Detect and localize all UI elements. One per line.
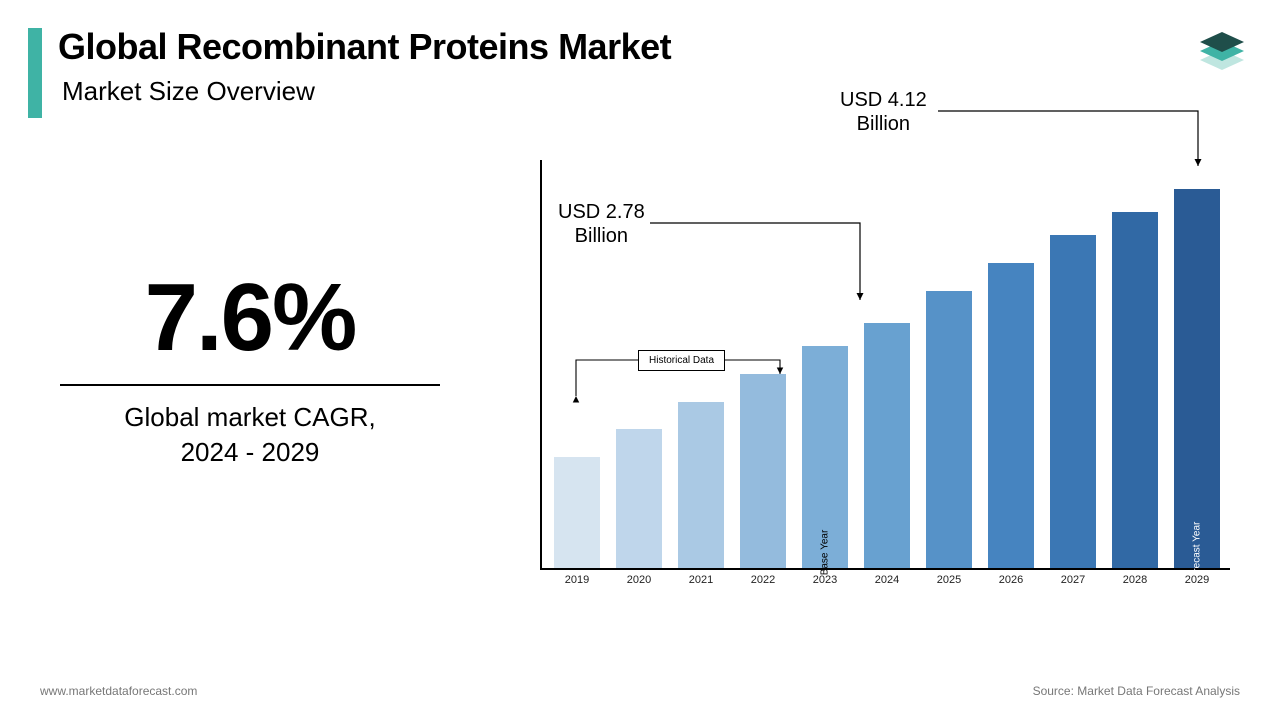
callout-end-line2: Billion [857,113,910,135]
x-tick-label: 2025 [926,574,972,586]
page-subtitle: Market Size Overview [62,76,315,107]
footer-url: www.marketdataforecast.com [40,684,197,698]
x-tick-label: 2028 [1112,574,1158,586]
divider [60,384,440,386]
bar-chart: Historical Data Base YearForecast Year 2… [540,160,1240,590]
cagr-label-line1: Global market CAGR, [40,400,460,435]
bar [678,402,724,568]
bar-rect [1174,189,1220,568]
bar-rect [926,291,972,568]
brand-logo-icon [1194,22,1250,78]
bar: Forecast Year [1174,189,1220,568]
x-labels: 2019 2020 2021 2022 2023 2024 2025 2026 2027 2028… [540,574,1230,594]
bar-rect [988,263,1034,568]
x-tick-label: 2021 [678,574,724,586]
x-tick-label: 2019 [554,574,600,586]
x-axis [540,568,1230,570]
bar [926,291,972,568]
bar [1112,212,1158,568]
bar: Base Year [802,346,848,568]
x-tick-label: 2026 [988,574,1034,586]
bars-container: Base Year Forecast Year [540,160,1230,568]
bar-rect [554,457,600,568]
bar [554,457,600,568]
bar [616,429,662,568]
cagr-value: 7.6% [40,270,460,366]
bar-rect [678,402,724,568]
cagr-block: 7.6% Global market CAGR, 2024 - 2029 [40,270,460,470]
bar-inline-label: Base Year [820,530,831,576]
bar [864,323,910,568]
callout-end-line1: USD 4.12 [840,89,927,111]
x-tick-label: 2027 [1050,574,1096,586]
bar [740,374,786,568]
bar-rect [616,429,662,568]
page-title: Global Recombinant Proteins Market [58,26,671,68]
bar-rect [740,374,786,568]
accent-bar [28,28,42,118]
x-tick-label: 2023 [802,574,848,586]
bar-rect [1050,235,1096,568]
bar [988,263,1034,568]
bar-rect [1112,212,1158,568]
x-tick-label: 2020 [616,574,662,586]
bar [1050,235,1096,568]
callout-end: USD 4.12 Billion [840,88,927,136]
cagr-label-line2: 2024 - 2029 [40,435,460,470]
bar-rect [864,323,910,568]
x-tick-label: 2024 [864,574,910,586]
x-tick-label: 2029 [1174,574,1220,586]
page: Global Recombinant Proteins Market Marke… [0,0,1280,720]
footer-source: Source: Market Data Forecast Analysis [1033,684,1240,698]
x-tick-label: 2022 [740,574,786,586]
